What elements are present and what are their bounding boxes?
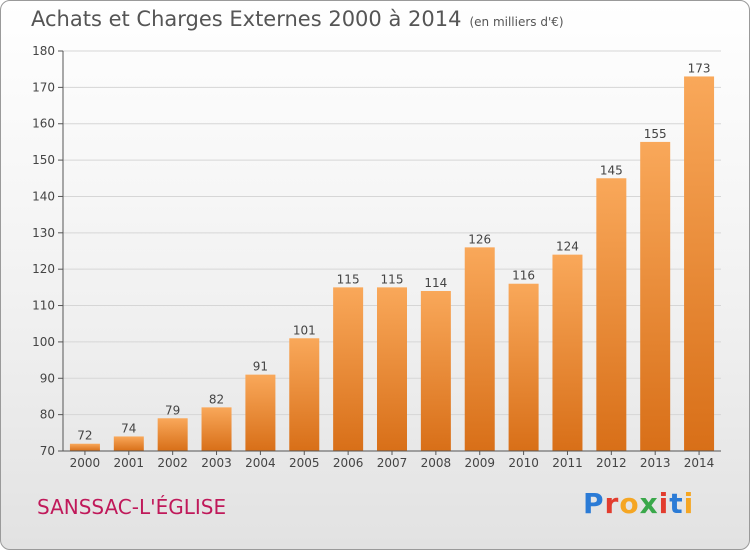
x-tick-label: 2002 bbox=[157, 456, 188, 470]
data-label: 114 bbox=[424, 276, 447, 290]
bar-2002 bbox=[157, 418, 188, 451]
bars: 72 74 79 82 91 101 115 115 114 126 116 124 145 155 173 bbox=[69, 61, 715, 452]
bar-2000 bbox=[69, 443, 100, 451]
bar-2007 bbox=[377, 287, 407, 451]
x-tick-label: 2005 bbox=[289, 456, 320, 470]
x-tick-label: 2013 bbox=[640, 456, 671, 470]
data-label: 173 bbox=[688, 61, 711, 75]
y-tick-label: 120 bbox=[32, 262, 55, 276]
data-label: 145 bbox=[600, 163, 623, 177]
x-tick-label: 2001 bbox=[114, 456, 145, 470]
y-tick-label: 160 bbox=[32, 117, 55, 131]
chart-title-text: Achats et Charges Externes 2000 à 2014 bbox=[31, 7, 462, 31]
bar-2006 bbox=[333, 287, 364, 451]
bar-2011 bbox=[552, 254, 583, 451]
x-tick-label: 2008 bbox=[421, 456, 452, 470]
data-label: 115 bbox=[381, 272, 404, 286]
bar-2004 bbox=[245, 374, 276, 451]
bar-2013 bbox=[640, 141, 671, 451]
x-tick-label: 2000 bbox=[70, 456, 101, 470]
y-tick-label: 130 bbox=[32, 226, 55, 240]
logo-letter: i bbox=[658, 487, 670, 520]
x-tick-label: 2012 bbox=[596, 456, 627, 470]
x-tick-label: 2011 bbox=[552, 456, 583, 470]
chart-title: Achats et Charges Externes 2000 à 2014 (e… bbox=[31, 7, 564, 31]
x-tick-label: 2006 bbox=[333, 456, 364, 470]
data-label: 155 bbox=[644, 127, 667, 141]
y-tick-label: 90 bbox=[40, 371, 55, 385]
y-tick-label: 100 bbox=[32, 335, 55, 349]
data-label: 126 bbox=[468, 232, 491, 246]
logo-letter: P bbox=[583, 487, 605, 520]
x-tick-label: 2014 bbox=[684, 456, 715, 470]
proxiti-logo: Proxiti bbox=[583, 487, 694, 520]
x-tick-label: 2003 bbox=[201, 456, 232, 470]
logo-letter: x bbox=[639, 487, 659, 520]
bar-2001 bbox=[113, 436, 144, 451]
bar-2009 bbox=[464, 247, 495, 451]
y-tick-label: 70 bbox=[40, 444, 55, 458]
logo-letter: o bbox=[619, 487, 640, 520]
y-tick-label: 110 bbox=[32, 299, 55, 313]
bar-2003 bbox=[201, 407, 232, 451]
logo-letter: r bbox=[604, 487, 620, 520]
bar-2012 bbox=[596, 178, 627, 452]
data-label: 74 bbox=[121, 421, 136, 435]
chart-subtitle: (en milliers d'€) bbox=[469, 15, 564, 29]
y-tick-label: 80 bbox=[40, 408, 55, 422]
place-name: SANSSAC-L'ÉGLISE bbox=[37, 495, 227, 519]
data-label: 91 bbox=[253, 360, 268, 374]
y-tick-label: 140 bbox=[32, 189, 55, 203]
x-tick-label: 2010 bbox=[508, 456, 539, 470]
y-tick-label: 180 bbox=[32, 44, 55, 58]
x-tick-label: 2004 bbox=[245, 456, 276, 470]
y-tick-label: 170 bbox=[32, 80, 55, 94]
data-label: 72 bbox=[77, 429, 92, 443]
axes: 70 80 90 100 110 120 130 140 150 160 170 180 2000 200… bbox=[32, 44, 721, 470]
bar-2010 bbox=[508, 283, 539, 451]
data-label: 101 bbox=[293, 323, 316, 337]
bar-2008 bbox=[420, 291, 451, 451]
data-label: 124 bbox=[556, 240, 579, 254]
bar-2014 bbox=[684, 76, 715, 452]
data-label: 82 bbox=[209, 392, 224, 406]
logo-letter: i bbox=[683, 487, 695, 520]
bar-2005 bbox=[289, 338, 320, 451]
y-tick-label: 150 bbox=[32, 153, 55, 167]
data-label: 116 bbox=[512, 269, 535, 283]
data-label: 79 bbox=[165, 403, 180, 417]
logo-letter: t bbox=[669, 487, 684, 520]
x-tick-label: 2009 bbox=[464, 456, 495, 470]
data-label: 115 bbox=[337, 272, 360, 286]
x-tick-label: 2007 bbox=[377, 456, 408, 470]
